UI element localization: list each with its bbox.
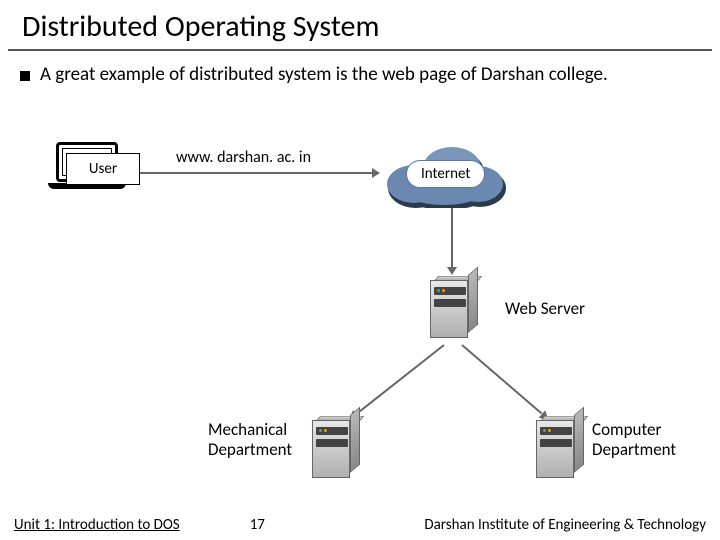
edge-line (461, 344, 542, 414)
footer-unit: Unit 1: Introduction to DOS (14, 516, 180, 534)
webserver-label: Web Server (505, 298, 585, 319)
edge-arrowhead (447, 267, 457, 275)
edge-line (451, 203, 453, 267)
bullet-item: A great example of distributed system is… (0, 51, 720, 88)
edge-line (356, 344, 445, 415)
url-label: www. darshan. ac. in (176, 148, 311, 167)
bullet-marker (20, 71, 30, 81)
edge-line (128, 172, 372, 174)
webserver-icon (430, 276, 474, 342)
internet-node-label: Internet (406, 160, 485, 188)
footer-institute: Darshan Institute of Engineering & Techn… (424, 516, 706, 534)
mech-server-icon (312, 416, 356, 482)
mech-label: Mechanical Department (208, 420, 308, 459)
comp-label: Computer Department (592, 420, 702, 459)
comp-server-icon (536, 416, 580, 482)
footer-page-number: 17 (250, 516, 265, 534)
bullet-text: A great example of distributed system is… (40, 63, 608, 88)
slide-footer: Unit 1: Introduction to DOS 17 Darshan I… (0, 516, 720, 534)
slide-title: Distributed Operating System (8, 0, 712, 51)
network-diagram: User www. darshan. ac. in Internet (0, 136, 720, 496)
user-node-label: User (66, 153, 140, 185)
